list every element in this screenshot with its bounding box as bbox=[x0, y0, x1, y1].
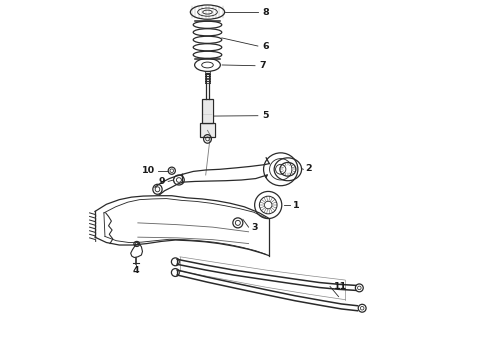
Text: 7: 7 bbox=[259, 61, 266, 70]
Text: 11: 11 bbox=[334, 282, 347, 291]
Text: 5: 5 bbox=[262, 111, 269, 120]
Bar bbox=[200, 123, 215, 137]
Text: 8: 8 bbox=[262, 8, 269, 17]
Text: 2: 2 bbox=[305, 164, 312, 173]
Text: 9: 9 bbox=[158, 177, 165, 186]
Text: 1: 1 bbox=[293, 201, 300, 210]
Text: 6: 6 bbox=[262, 41, 269, 50]
Text: 10: 10 bbox=[142, 166, 155, 175]
Bar bbox=[202, 99, 213, 123]
Text: 4: 4 bbox=[133, 266, 139, 275]
Text: 3: 3 bbox=[251, 222, 258, 231]
